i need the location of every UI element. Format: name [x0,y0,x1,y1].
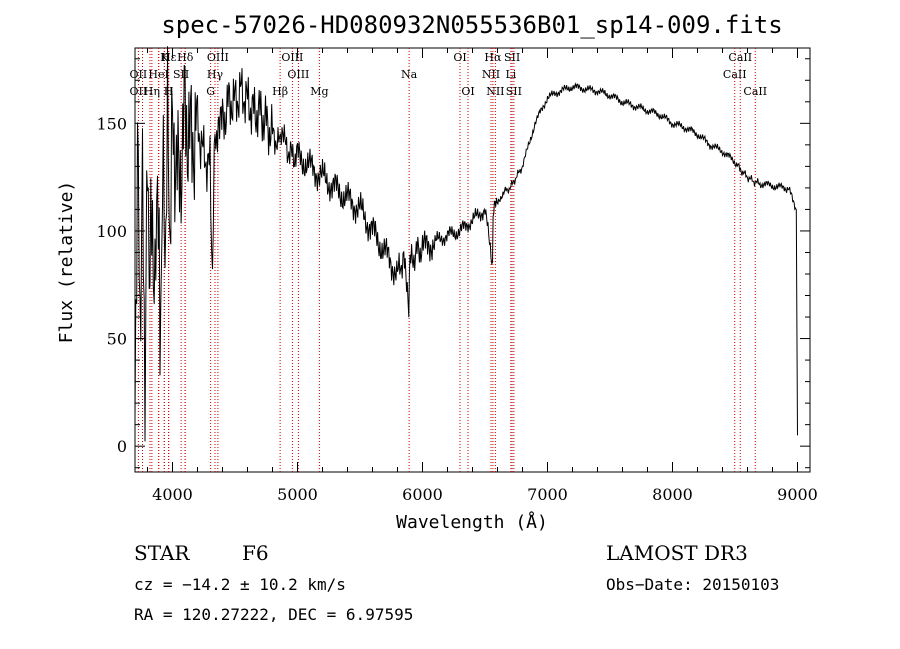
line-label: Li [505,68,516,81]
line-label: K [160,51,169,64]
line-label: Hη [144,85,160,98]
x-tick-label: 8000 [652,485,693,504]
y-tick-label: 0 [117,437,127,456]
y-axis-label: Flux (relative) [56,181,77,344]
spectrum-line [134,46,798,442]
line-label: SII [173,68,189,81]
line-label: SII [504,51,520,64]
line-label: OII [130,85,148,98]
line-label: Hβ [272,85,288,98]
object-class: STAR [134,541,190,565]
line-label: OI [453,51,466,64]
axis-ticks: 4000 5000 6000 7000 8000 9000 0 50 100 150 [96,48,818,504]
y-tick-label: 100 [96,222,127,241]
redshift-info: cz = −14.2 ± 10.2 km/s [134,575,346,594]
line-label: NII [482,68,500,81]
coordinates: RA = 120.27222, DEC = 6.97595 [134,605,413,624]
line-label: OIII [207,51,229,64]
y-tick-label: 150 [96,114,127,133]
spectrum-series [134,46,798,442]
x-tick-label: 4000 [152,485,193,504]
x-tick-label: 6000 [402,485,443,504]
line-label: Hδ [177,51,194,64]
observation-date: Obs−Date: 20150103 [606,575,779,594]
line-label: OI [461,85,474,98]
x-tick-label: 9000 [777,485,818,504]
line-label: H [164,85,174,98]
line-label: CaII [728,51,752,64]
line-label: OII [130,68,148,81]
y-tick-label: 50 [107,330,127,349]
line-label: Hγ [207,68,224,81]
survey-name: LAMOST DR3 [606,541,748,565]
line-label: OIII [287,68,309,81]
x-tick-label: 5000 [277,485,318,504]
x-tick-label: 7000 [527,485,568,504]
line-label: CaII [723,68,747,81]
line-label: HeI [148,68,168,81]
line-label: Hα [484,51,502,64]
chart-title: spec-57026-HD080932N055536B01_sp14-009.f… [161,11,782,39]
line-label: SII [506,85,522,98]
line-label: Mg [310,85,328,98]
line-label: CaII [743,85,767,98]
line-label: NII [486,85,504,98]
object-subclass: F6 [242,541,269,565]
x-axis-label: Wavelength (Å) [396,511,548,533]
line-label: Na [401,68,418,81]
line-label: OIII [281,51,303,64]
line-label: G [206,85,215,98]
